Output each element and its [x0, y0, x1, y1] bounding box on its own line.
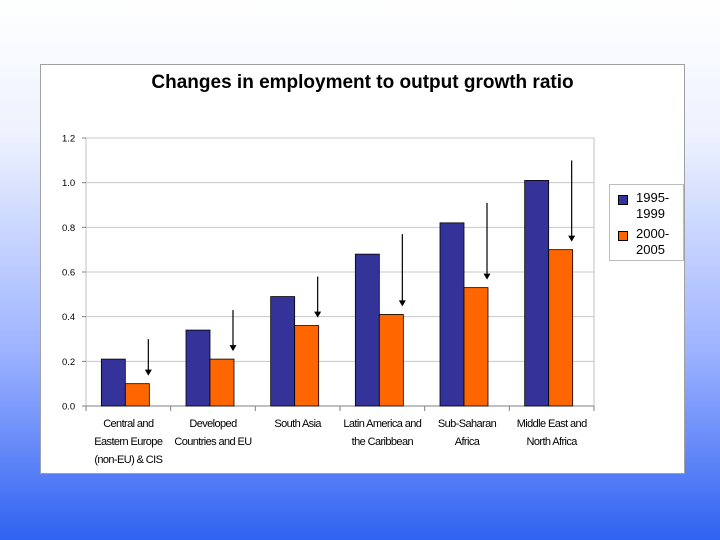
decline-arrowhead-3 [398, 300, 406, 307]
bar-1995-1999-4 [439, 222, 465, 407]
y-tick-label: 1.0 [62, 178, 75, 189]
bar-1995-1999-2 [270, 296, 296, 407]
decline-arrowhead-4 [483, 273, 491, 280]
bar-1995-1999-1 [185, 329, 211, 407]
x-axis-label: Middle East and North Africa [516, 418, 587, 448]
decline-arrowhead-0 [144, 369, 152, 376]
chart-title: Changes in employment to output growth r… [151, 72, 574, 93]
decline-arrowhead-2 [314, 311, 322, 318]
y-tick-label: 0.0 [62, 402, 75, 413]
bar-1995-1999-3 [354, 253, 380, 407]
bar-1995-1999-0 [100, 358, 126, 407]
decline-arrowhead-1 [229, 345, 237, 352]
x-axis-label: Sub-Saharan Africa [437, 418, 497, 448]
legend-swatch-2000-2005 [618, 231, 628, 241]
legend-swatch-1995-1999 [618, 195, 628, 205]
bar-2000-2005-1 [209, 358, 235, 407]
bar-2000-2005-5 [548, 249, 574, 407]
legend-label-1995-1999: 1995- 1999 [636, 190, 670, 221]
y-tick-label: 1.2 [62, 134, 75, 145]
bar-2000-2005-0 [124, 383, 150, 407]
legend-label-2000-2005: 2000- 2005 [636, 226, 670, 257]
x-axis-label: South Asia [274, 418, 321, 430]
x-axis-label: Central and Eastern Europe (non-EU) & CI… [94, 418, 163, 466]
bar-1995-1999-5 [524, 180, 550, 407]
x-axis-label: Latin America and the Caribbean [343, 418, 422, 448]
y-tick-label: 0.6 [62, 268, 75, 279]
decline-arrowhead-5 [568, 235, 576, 242]
legend: 1995- 1999 2000- 2005 [609, 184, 684, 261]
y-tick-label: 0.8 [62, 223, 75, 234]
bar-2000-2005-3 [378, 314, 404, 407]
x-axis-label: Developed Countries and EU [174, 418, 252, 448]
y-tick-label: 0.4 [62, 312, 75, 323]
y-tick-label: 0.2 [62, 357, 75, 368]
bar-2000-2005-4 [463, 287, 489, 407]
bar-2000-2005-2 [294, 325, 320, 407]
